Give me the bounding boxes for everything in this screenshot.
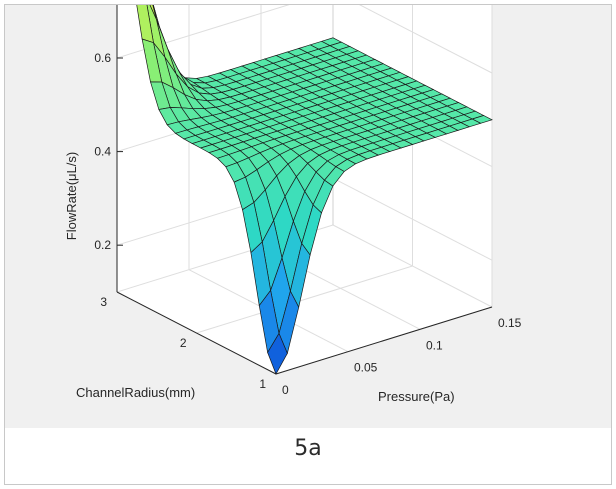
z-tick-label: 0.2 bbox=[94, 238, 111, 252]
x-axis-line bbox=[275, 306, 493, 375]
x-tick-label: 0.15 bbox=[498, 316, 522, 330]
x-tick-label: 0 bbox=[282, 383, 289, 397]
x-axis-label: Pressure(Pa) bbox=[378, 389, 455, 404]
x-tick-label: 0.1 bbox=[426, 338, 443, 352]
x-tick-label: 0.05 bbox=[354, 361, 378, 375]
surface-patch bbox=[267, 332, 288, 375]
z-tick-label: 0.4 bbox=[94, 145, 111, 159]
surface-chart: 0.20.40.60.800.050.10.15123Pressure(Pa)C… bbox=[64, 5, 522, 404]
y-tick-label: 1 bbox=[259, 377, 266, 391]
z-axis-label: FlowRate(μL/s) bbox=[64, 152, 79, 240]
y-axis-label: ChannelRadius(mm) bbox=[76, 385, 195, 400]
surface bbox=[136, 5, 493, 375]
y-gridline bbox=[196, 265, 413, 334]
y-axis-line bbox=[116, 291, 277, 375]
axes-lines bbox=[116, 5, 493, 375]
axis-labels: Pressure(Pa) ChannelRadius(mm) FlowRate(μL… bbox=[64, 152, 455, 404]
z-tick-label: 0.6 bbox=[94, 51, 111, 65]
y-tick-label: 3 bbox=[100, 295, 107, 309]
figure-caption: 5a bbox=[294, 436, 322, 461]
y-tick-label: 2 bbox=[180, 336, 187, 350]
